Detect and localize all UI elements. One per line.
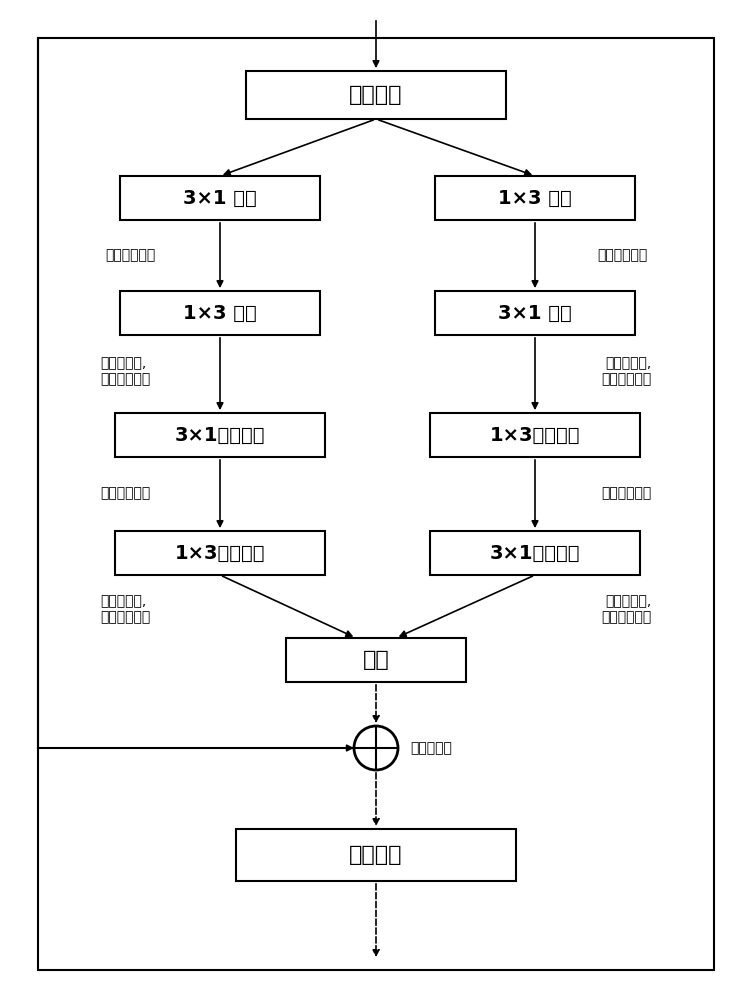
Bar: [115, 531, 325, 575]
Bar: [236, 829, 516, 881]
Bar: [246, 71, 506, 119]
Bar: [430, 531, 640, 575]
Bar: [430, 413, 640, 457]
Text: 线性整流单元: 线性整流单元: [100, 486, 151, 500]
Bar: [286, 638, 466, 682]
Text: 批次归一化,
线性整流单元: 批次归一化, 线性整流单元: [100, 356, 151, 386]
Bar: [435, 176, 635, 220]
Text: 线性整流单元: 线性整流单元: [105, 248, 155, 262]
Text: 3×1空洞卷积: 3×1空洞卷积: [175, 425, 265, 444]
Text: 批次归一化,
线性整流单元: 批次归一化, 线性整流单元: [100, 594, 151, 624]
Text: 通道分组: 通道分组: [349, 85, 403, 105]
Text: 批次归一化,
线性整流单元: 批次归一化, 线性整流单元: [602, 594, 652, 624]
Bar: [115, 413, 325, 457]
Text: 1×3 卷积: 1×3 卷积: [498, 188, 572, 207]
Text: 逐元素加法: 逐元素加法: [410, 741, 452, 755]
Bar: [120, 291, 320, 335]
Text: 通道置乱: 通道置乱: [349, 845, 403, 865]
Bar: [435, 291, 635, 335]
Text: 连结: 连结: [363, 650, 389, 670]
Text: 批次归一化,
线性整流单元: 批次归一化, 线性整流单元: [602, 356, 652, 386]
Bar: [120, 176, 320, 220]
Text: 线性整流单元: 线性整流单元: [602, 486, 652, 500]
Text: 1×3空洞卷积: 1×3空洞卷积: [489, 425, 581, 444]
Text: 1×3空洞卷积: 1×3空洞卷积: [175, 544, 265, 563]
Bar: [38, 38, 714, 970]
Text: 1×3 卷积: 1×3 卷积: [183, 303, 257, 322]
Circle shape: [354, 726, 398, 770]
Text: 线性整流单元: 线性整流单元: [598, 248, 648, 262]
Text: 3×1 卷积: 3×1 卷积: [498, 303, 572, 322]
Text: 3×1空洞卷积: 3×1空洞卷积: [489, 544, 581, 563]
Text: 3×1 卷积: 3×1 卷积: [183, 188, 257, 207]
